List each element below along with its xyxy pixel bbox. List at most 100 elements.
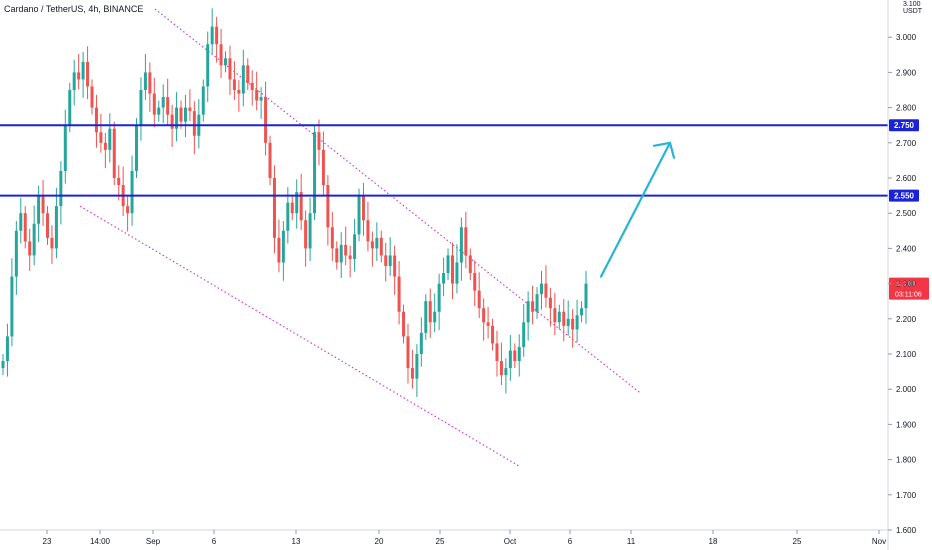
candle-body	[103, 142, 107, 150]
price-axis[interactable]: 3.100 USDT 3.000 2.900 2.800 2.700 2.600 2.50…	[887, 0, 923, 550]
candle-body	[446, 255, 450, 274]
candle-body	[299, 192, 303, 221]
candle-body	[272, 178, 276, 238]
level-price-tag	[889, 119, 919, 132]
candle-body	[455, 262, 459, 284]
candle-body	[259, 97, 263, 101]
candle-body	[548, 297, 552, 309]
candle-body	[397, 276, 401, 312]
candle-body	[535, 294, 539, 312]
candle-body	[1, 361, 5, 369]
candle-body	[566, 318, 570, 326]
price-tick-label: 2.400	[896, 244, 917, 253]
time-tick-label: 25	[793, 537, 802, 546]
time-tick-label: Nov	[872, 537, 886, 546]
candle-body	[286, 202, 290, 231]
candle-body	[130, 170, 134, 214]
forecast-arrow	[599, 141, 676, 278]
price-axis-unit: USDT	[903, 8, 923, 15]
candle-body	[5, 336, 9, 362]
candle-body	[388, 255, 392, 266]
price-tick-label: 2.100	[896, 350, 917, 359]
candle-body	[14, 230, 18, 277]
candle-body	[459, 227, 463, 263]
last-price-tag	[889, 277, 929, 300]
candle-body	[86, 61, 90, 87]
candle-body	[406, 336, 410, 369]
candle-body	[264, 97, 268, 143]
level-price-tag	[889, 189, 919, 202]
candle-body	[575, 315, 579, 330]
candle-body	[68, 90, 72, 126]
candle-body	[384, 255, 388, 266]
candle-body	[353, 234, 357, 259]
candle-body	[290, 202, 294, 214]
candle-body	[112, 128, 116, 178]
forecast-arrow-shaft	[599, 141, 672, 278]
candle-body	[513, 350, 517, 362]
candle-body	[357, 195, 361, 235]
time-tick-label: 18	[709, 537, 718, 546]
candle-body	[237, 90, 241, 94]
candle-body	[419, 332, 423, 354]
candle-body	[539, 283, 543, 295]
candle-body	[201, 86, 205, 115]
candle-body	[344, 244, 348, 256]
candle-body	[375, 237, 379, 249]
candle-body	[232, 79, 236, 90]
candle-body	[508, 350, 512, 369]
candle-body	[117, 178, 121, 186]
time-tick-label: Sep	[146, 537, 161, 546]
candle-body	[161, 97, 165, 108]
last-price-label: 2.300	[896, 280, 917, 289]
candle-body	[241, 65, 245, 94]
time-tick-label: 25	[436, 537, 445, 546]
candle-body	[210, 26, 214, 45]
price-tick-label: 2.000	[896, 385, 917, 394]
candle-body	[135, 125, 139, 171]
candle-body	[308, 213, 312, 249]
candle-series	[1, 8, 588, 397]
candle-body	[215, 26, 219, 45]
time-axis[interactable]: 23 14:00 Sep 6 13 20 25 Oct 6 11 18 25 Nov	[0, 529, 888, 546]
candle-body	[437, 283, 441, 312]
candle-body	[277, 237, 281, 263]
price-tick-label: 2.500	[896, 209, 917, 218]
candle-body	[94, 107, 98, 133]
candle-body	[10, 276, 14, 337]
time-tick-label: 14:00	[90, 537, 111, 546]
price-tick-label: 2.200	[896, 315, 917, 324]
candle-body	[77, 72, 81, 80]
candle-body	[428, 301, 432, 323]
candle-body	[557, 311, 561, 323]
price-tick-label: 2.600	[896, 174, 917, 183]
time-tick-label: 23	[43, 537, 52, 546]
candle-body	[224, 58, 228, 66]
candle-body	[330, 227, 334, 249]
candle-body	[379, 237, 383, 256]
candle-body	[228, 58, 232, 80]
channel-lower-line	[79, 205, 521, 468]
candle-body	[424, 301, 428, 333]
candle-body	[486, 322, 490, 326]
candle-body	[522, 322, 526, 347]
candle-body	[28, 241, 32, 256]
price-tick-label: 1.800	[896, 456, 917, 465]
candle-body	[63, 125, 67, 171]
candle-body	[531, 301, 535, 312]
candle-body	[246, 65, 250, 83]
price-tick-label: 1.900	[896, 420, 917, 429]
candle-body	[139, 90, 143, 126]
candle-body	[72, 72, 76, 90]
candle-body	[50, 237, 54, 249]
candle-body	[143, 72, 147, 90]
candle-body	[206, 44, 210, 87]
candle-body	[281, 230, 285, 263]
candle-body	[482, 308, 486, 323]
candle-body	[499, 361, 503, 376]
candle-body	[433, 311, 437, 323]
price-tick-label: 2.800	[896, 104, 917, 113]
candle-body	[313, 132, 317, 214]
candle-body	[90, 86, 94, 108]
